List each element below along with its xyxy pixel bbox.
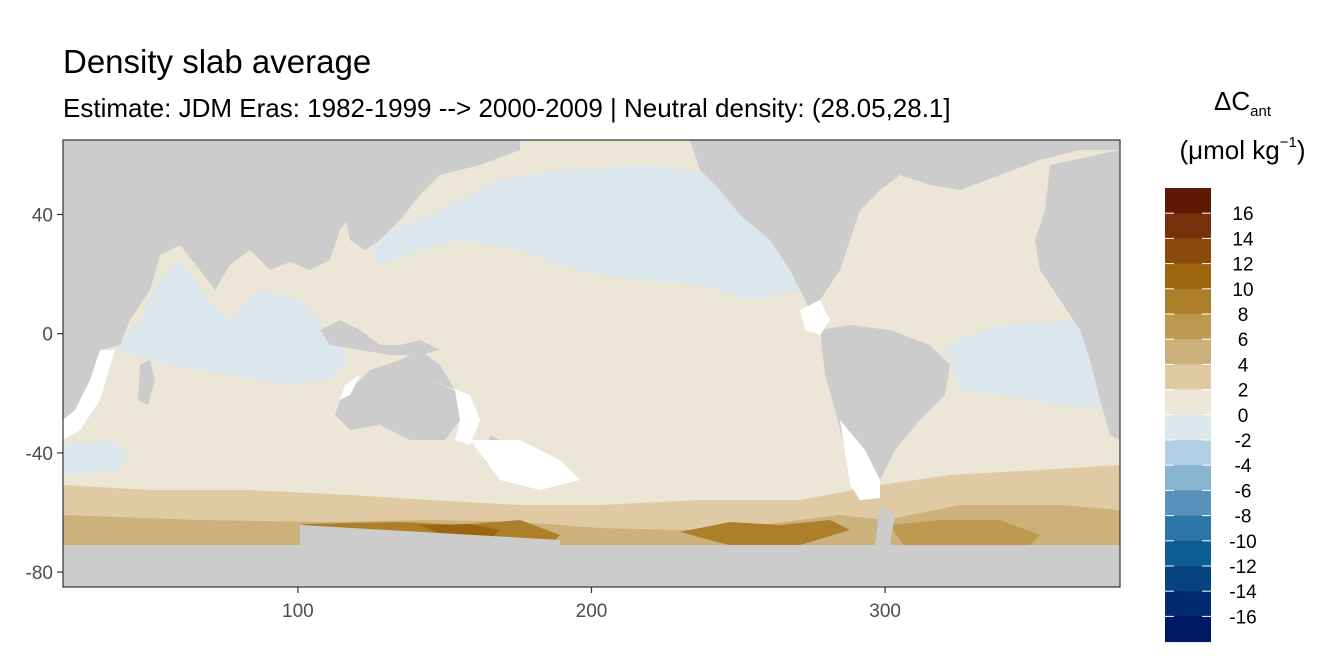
legend-swatch: [1165, 490, 1211, 517]
y-tick-label: 0: [42, 325, 53, 346]
legend-label: 0: [1238, 406, 1249, 427]
africa-eurasia-land: [63, 140, 370, 420]
north-pacific-negative: [368, 165, 820, 300]
legend-label: -16: [1229, 607, 1256, 628]
legend-label: -14: [1229, 582, 1257, 603]
europe-africa-east-land: [1035, 150, 1120, 440]
legend-label: 12: [1232, 255, 1253, 276]
legend-swatch: [1165, 238, 1211, 265]
map-subtitle: Estimate: JDM Eras: 1982-1999 --> 2000-2…: [63, 93, 951, 123]
antarctic-peninsula-land: [875, 505, 895, 545]
indonesia-land: [320, 320, 440, 355]
legend-label: -2: [1235, 431, 1252, 452]
legend-unit-superscript: −1: [1279, 134, 1297, 151]
legend-swatch: [1165, 263, 1211, 290]
legend-label: 4: [1238, 355, 1249, 376]
madagascar-land: [138, 360, 155, 405]
north-america-land: [690, 140, 1120, 310]
legend-label: -6: [1235, 481, 1252, 502]
legend-label: -4: [1235, 456, 1252, 477]
legend-label: 6: [1238, 330, 1249, 351]
legend-label: 2: [1238, 381, 1249, 402]
legend-label: -10: [1229, 532, 1256, 553]
legend-swatch: [1165, 188, 1211, 214]
legend-swatch: [1165, 515, 1211, 542]
map-panel: [63, 140, 1120, 587]
legend-label: -12: [1229, 557, 1256, 578]
legend-swatch: [1165, 288, 1211, 315]
indian-ocean-negative: [115, 260, 350, 385]
y-tick-label: -80: [26, 563, 53, 584]
legend-swatch: [1165, 339, 1211, 365]
tropical-atlantic-negative: [945, 320, 1110, 410]
legend-label: 14: [1232, 229, 1254, 250]
legend-title-subscript: ant: [1250, 103, 1271, 120]
pacific-sector-maximum: [680, 520, 850, 548]
legend-swatch: [1165, 364, 1211, 391]
y-tick-label: 40: [32, 206, 53, 227]
australia-land: [335, 350, 460, 440]
no-data-areas: [63, 300, 880, 500]
asia-land: [345, 140, 520, 250]
antarctica-shelf-ross: [300, 525, 560, 555]
legend-swatch: [1165, 465, 1211, 491]
x-tick-label: 300: [869, 601, 901, 622]
color-legend: 16 14 12 10 8 6 4 2 0 -2 -4 -6 -8 -10 -12 -14 -16: [1165, 188, 1257, 643]
legend-label: -8: [1235, 507, 1252, 528]
legend-swatch: [1165, 440, 1211, 466]
antarctica-land: [63, 545, 1120, 587]
legend-swatch: [1165, 314, 1211, 340]
legend-label: 10: [1232, 280, 1253, 301]
legend-unit-close: ): [1296, 135, 1306, 165]
legend-title: ΔCant: [1160, 86, 1325, 120]
x-tick-label: 200: [576, 601, 608, 622]
legend-swatch: [1165, 213, 1211, 239]
map-title: Density slab average: [63, 43, 372, 80]
legend-swatch: [1165, 591, 1211, 617]
y-tick-label: -40: [26, 444, 53, 465]
legend-swatch: [1165, 389, 1211, 416]
x-tick-label: 100: [282, 601, 314, 622]
legend-swatch: [1165, 616, 1211, 643]
legend-unit-open: (μmol kg: [1179, 135, 1280, 165]
legend-unit: (μmol kg−1): [1160, 134, 1325, 166]
legend-swatch: [1165, 566, 1211, 592]
sw-indian-negative: [63, 440, 130, 475]
legend-swatch: [1165, 414, 1211, 441]
legend-label: 16: [1232, 204, 1253, 225]
legend-label: 8: [1238, 305, 1249, 326]
legend-swatch: [1165, 540, 1211, 567]
legend-title-symbol: ΔC: [1213, 86, 1251, 116]
